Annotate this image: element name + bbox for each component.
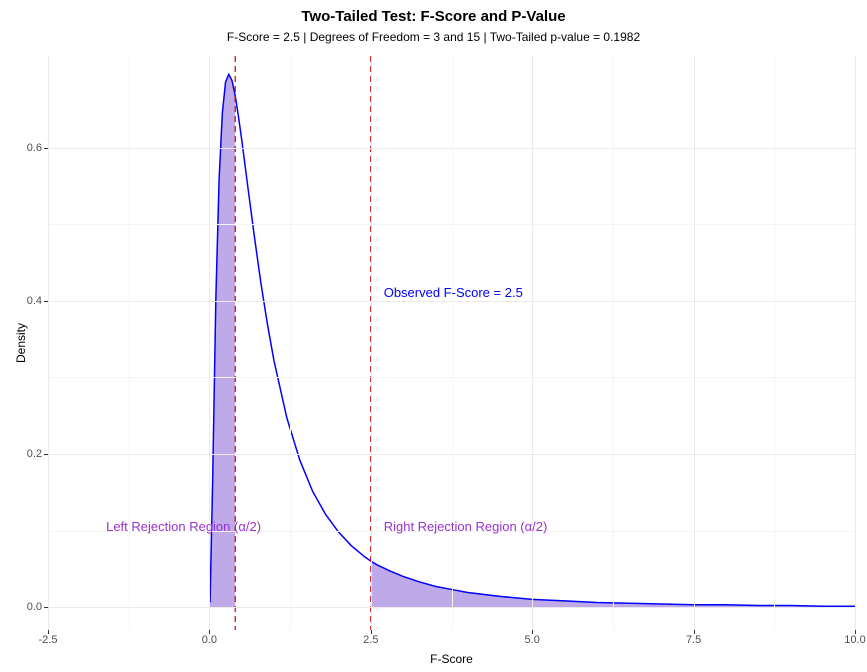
x-tick-label: -2.5 [39,630,58,646]
plot-area: -2.50.02.55.07.510.00.00.20.40.6Observed… [48,56,855,630]
y-axis-label: Density [14,318,28,368]
gridline-v [371,56,372,630]
y-tick-label: 0.0 [27,601,48,613]
gridline-h [48,148,855,149]
gridline-minor-h [48,224,855,225]
gridline-minor-v [452,56,453,630]
gridline-v [532,56,533,630]
x-tick-label: 10.0 [844,630,865,646]
x-tick-label: 2.5 [363,630,378,646]
gridline-minor-v [129,56,130,630]
gridline-h [48,454,855,455]
gridline-h [48,607,855,608]
chart-subtitle: F-Score = 2.5 | Degrees of Freedom = 3 a… [0,30,867,44]
y-tick-label: 0.4 [27,295,48,307]
gridline-v [209,56,210,630]
chart-title: Two-Tailed Test: F-Score and P-Value [0,8,867,25]
chart-container: Two-Tailed Test: F-Score and P-Value F-S… [0,0,867,672]
gridline-minor-v [774,56,775,630]
gridline-v [48,56,49,630]
gridline-v [694,56,695,630]
y-tick-label: 0.2 [27,448,48,460]
gridline-minor-v [613,56,614,630]
gridline-v [855,56,856,630]
gridline-h [48,301,855,302]
x-tick-label: 0.0 [202,630,217,646]
annotation-text: Right Rejection Region (α/2) [384,519,548,534]
gridline-minor-h [48,377,855,378]
gridline-minor-v [290,56,291,630]
annotation-text: Left Rejection Region (α/2) [106,519,261,534]
x-axis-label: F-Score [48,652,855,666]
y-tick-label: 0.6 [27,142,48,154]
annotation-text: Observed F-Score = 2.5 [384,285,523,300]
x-tick-label: 7.5 [686,630,701,646]
x-tick-label: 5.0 [525,630,540,646]
